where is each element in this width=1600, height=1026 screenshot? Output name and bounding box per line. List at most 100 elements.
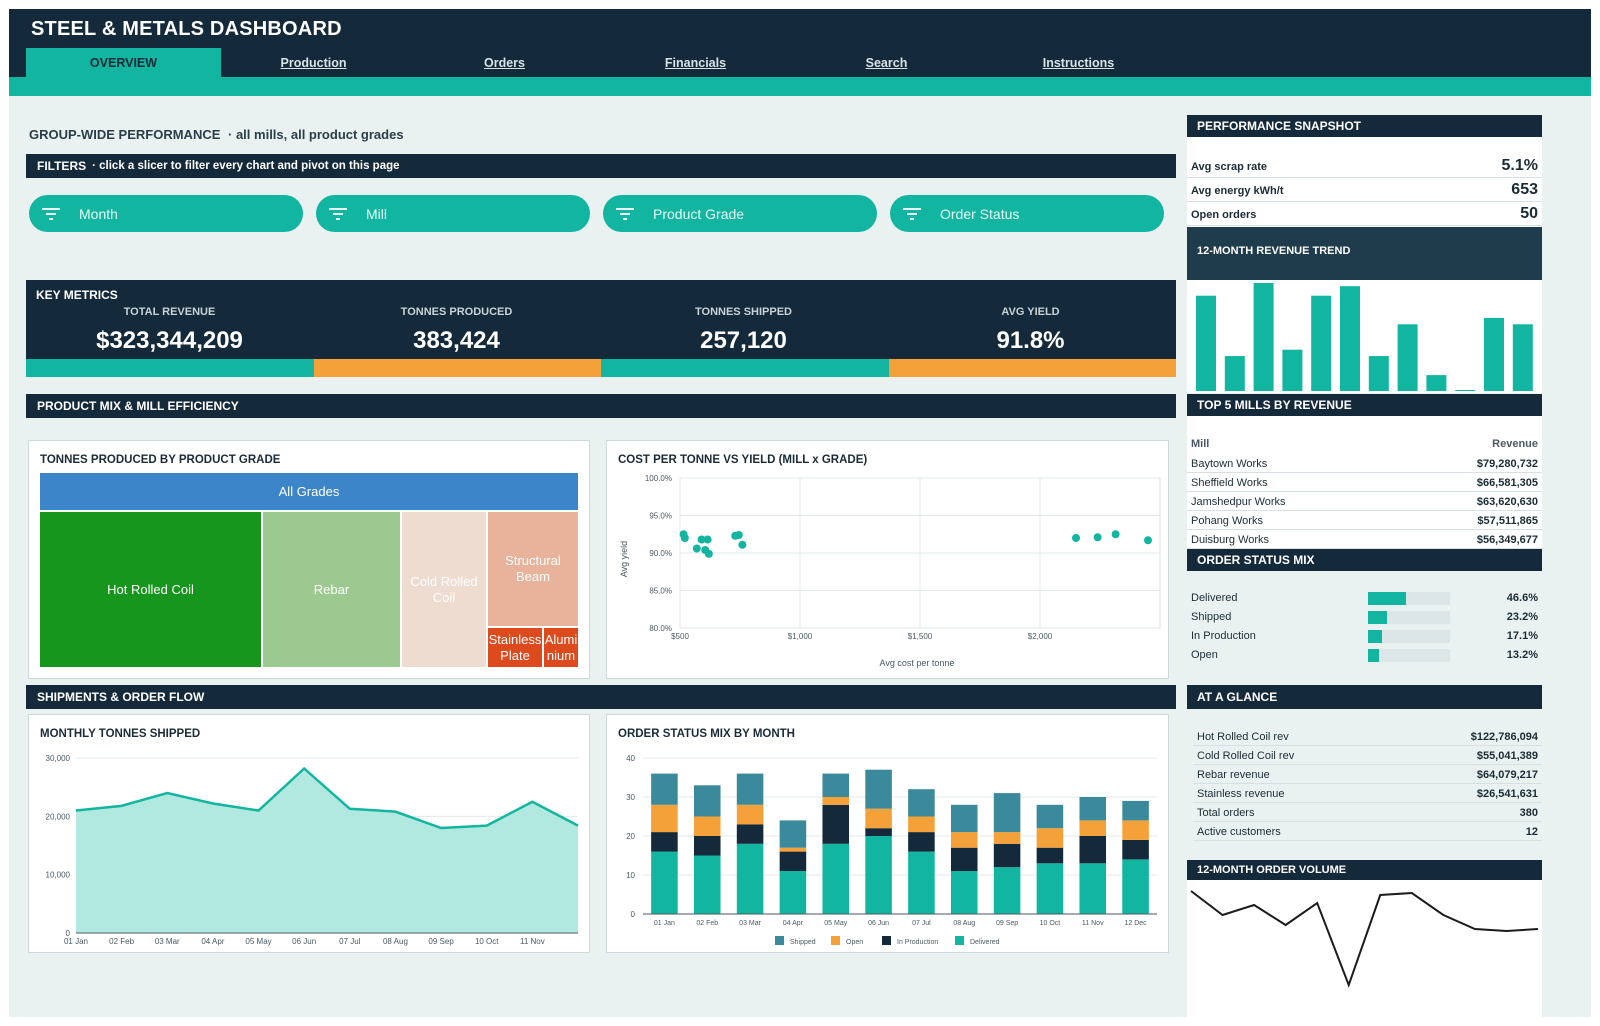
kpi-tonnes-shipped: TONNES SHIPPED 257,120	[600, 306, 887, 355]
stack-bar-segment	[779, 851, 807, 872]
order-status-bar	[1368, 630, 1383, 643]
scatter-point	[738, 540, 747, 549]
tab-orders[interactable]: Orders	[484, 55, 525, 70]
revenue-trend-title: 12-MONTH REVENUE TREND	[1197, 245, 1351, 257]
treemap-aluminium[interactable]: Alumi nium	[544, 628, 578, 667]
glance-row: Total orders 380	[1193, 803, 1542, 822]
area-x-tick: 11 Nov	[520, 937, 545, 946]
stack-bar-segment	[693, 785, 721, 817]
scatter-y-tick: 85.0%	[649, 587, 672, 596]
treemap-stainless-plate[interactable]: Stainless Plate	[488, 628, 542, 667]
treemap-root[interactable]: All Grades	[40, 473, 578, 510]
stack-y-tick: 30	[626, 793, 635, 802]
stack-x-tick: 06 Jun	[868, 920, 889, 927]
area-x-tick: 06 Jun	[292, 937, 316, 946]
scatter-point	[697, 535, 706, 544]
top-mills-title: TOP 5 MILLS BY REVENUE	[1187, 394, 1542, 416]
table-row: Baytown Works $79,280,732	[1187, 454, 1542, 473]
order-status-value: 23.2%	[1506, 611, 1538, 623]
order-status-row: Delivered 46.6%	[1187, 589, 1542, 608]
stack-legend-label: Shipped	[790, 939, 816, 946]
scatter-point	[1093, 533, 1102, 542]
tab-production[interactable]: Production	[280, 55, 347, 70]
stack-legend-swatch	[882, 936, 891, 945]
stack-bar-segment	[736, 773, 764, 805]
revenue-trend-bar	[1282, 349, 1303, 391]
stack-legend-swatch	[831, 936, 840, 945]
slicer-label: Month	[79, 205, 118, 222]
mill-revenue: $79,280,732	[1476, 458, 1538, 470]
scatter-point	[1111, 530, 1120, 539]
tab-overview[interactable]: OVERVIEW	[26, 48, 221, 77]
top-mills-col-revenue: Revenue	[1492, 438, 1538, 450]
mill-revenue: $56,349,677	[1476, 534, 1538, 546]
treemap-cell-label: Structural Beam	[505, 553, 561, 584]
treemap-hot-rolled-coil[interactable]: Hot Rolled Coil	[40, 512, 261, 667]
stack-bar-segment	[908, 832, 935, 852]
table-row: Sheffield Works $66,581,305	[1187, 473, 1542, 492]
order-volume-panel	[1187, 880, 1542, 1017]
kpi-label: TONNES PRODUCED	[400, 306, 513, 318]
mill-name: Pohang Works	[1191, 515, 1263, 527]
revenue-trend-bar	[1224, 356, 1245, 391]
tab-instructions[interactable]: Instructions	[1042, 55, 1115, 70]
glance-label: Cold Rolled Coil rev	[1197, 750, 1295, 762]
slicer-month[interactable]: Month	[29, 195, 303, 232]
snapshot-value: 5.1%	[1501, 157, 1538, 174]
glance-label: Hot Rolled Coil rev	[1197, 731, 1289, 743]
order-status-label: Open	[1191, 649, 1218, 661]
stack-bar-segment	[1122, 839, 1149, 860]
stack-x-tick: 11 Nov	[1082, 920, 1104, 927]
slicer-product-grade[interactable]: Product Grade	[603, 195, 877, 232]
nav-accent-band	[9, 77, 1591, 96]
stack-bar-segment	[950, 804, 978, 833]
filter-icon	[903, 208, 921, 220]
order-status-row: Shipped 23.2%	[1187, 608, 1542, 627]
section-shipments: SHIPMENTS & ORDER FLOW	[26, 685, 1176, 709]
mill-name: Sheffield Works	[1191, 477, 1268, 489]
stack-x-tick: 01 Jan	[654, 920, 675, 927]
stack-x-tick: 03 Mar	[739, 920, 761, 927]
stacked-bar-chart: 0 10 20 30 40 01 Jan 02 Feb 03 Mar 04 Apr 05 May 0…	[626, 754, 1157, 946]
treemap-cell-label: Alumi nium	[544, 631, 578, 663]
nav-bar: OVERVIEW Production Orders Financials Se…	[9, 48, 1591, 77]
tab-financials[interactable]: Financials	[664, 55, 727, 70]
stack-bar-segment	[865, 836, 892, 914]
scatter-chart: 80.0% 85.0% 90.0% 95.0% 100.0% $500 $1,000 $1,5…	[619, 474, 1161, 668]
treemap-cold-rolled-coil[interactable]: Cold Rolled Coil	[402, 512, 486, 667]
stack-y-tick: 20	[626, 832, 635, 841]
stack-x-tick: 10 Oct	[1040, 920, 1061, 927]
stack-bar-segment	[651, 832, 678, 852]
treemap-structural-beam[interactable]: Structural Beam	[488, 512, 578, 626]
snapshot-value: 653	[1511, 181, 1538, 198]
order-status-bar	[1368, 649, 1379, 662]
slicer-mill[interactable]: Mill	[316, 195, 590, 232]
snapshot-title: PERFORMANCE SNAPSHOT	[1187, 115, 1542, 137]
glance-value: $55,041,389	[1476, 750, 1538, 762]
stack-bar-segment	[693, 855, 721, 914]
slicer-order-status[interactable]: Order Status	[890, 195, 1164, 232]
stack-bar-segment	[822, 804, 850, 844]
stack-bar-segment	[693, 836, 721, 856]
kpi-label: TOTAL REVENUE	[123, 306, 216, 318]
stack-y-tick: 0	[631, 910, 636, 919]
revenue-trend-bar	[1368, 356, 1389, 391]
stack-bar-segment	[1036, 847, 1064, 864]
stack-bar-segment	[736, 843, 764, 914]
filter-icon	[616, 208, 634, 220]
table-row: Jamshedpur Works $63,620,630	[1187, 492, 1542, 511]
stack-bar-segment	[993, 832, 1021, 844]
mill-name: Duisburg Works	[1191, 534, 1270, 546]
stack-bar-segment	[651, 773, 678, 805]
area-x-tick: 04 Apr	[201, 937, 224, 946]
area-x-tick: 03 Mar	[155, 937, 180, 946]
kpi-accent-strip	[888, 359, 1176, 377]
mill-revenue: $57,511,865	[1477, 515, 1538, 527]
dashboard-frame: STEEL & METALS DASHBOARD OVERVIEW Produc…	[9, 9, 1591, 1017]
treemap-rebar[interactable]: Rebar	[263, 512, 400, 667]
snapshot-value: 50	[1520, 205, 1538, 222]
tab-search[interactable]: Search	[865, 55, 908, 70]
stack-bar-segment	[1079, 820, 1107, 836]
stack-x-tick: 02 Feb	[696, 920, 718, 927]
stack-legend-swatch	[775, 936, 784, 945]
